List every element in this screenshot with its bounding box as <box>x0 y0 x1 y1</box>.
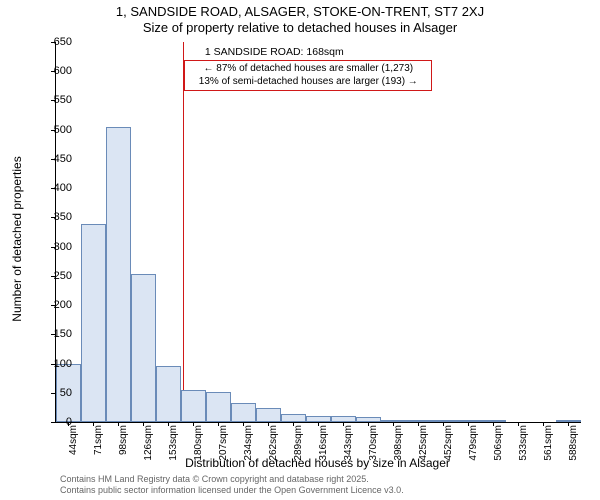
x-tick-label: 561sqm <box>543 425 554 475</box>
y-axis-label: Number of detached properties <box>10 139 24 339</box>
x-tick-label: 588sqm <box>568 425 579 475</box>
bar <box>106 127 131 422</box>
x-tick-label: 180sqm <box>193 425 204 475</box>
x-tick-label: 452sqm <box>443 425 454 475</box>
x-tick-mark <box>368 422 369 426</box>
x-tick-label: 506sqm <box>493 425 504 475</box>
bar <box>206 392 231 422</box>
credit-text: Contains HM Land Registry data © Crown c… <box>60 474 404 496</box>
x-tick-mark <box>118 422 119 426</box>
y-tick-mark <box>51 71 55 72</box>
y-tick-mark <box>51 422 55 423</box>
plot-area <box>55 42 581 423</box>
y-tick-mark <box>51 334 55 335</box>
x-tick-label: 479sqm <box>468 425 479 475</box>
x-tick-label: 44sqm <box>68 425 79 475</box>
x-tick-label: 425sqm <box>418 425 429 475</box>
x-tick-label: 398sqm <box>393 425 404 475</box>
chart-container: 1, SANDSIDE ROAD, ALSAGER, STOKE-ON-TREN… <box>0 0 600 500</box>
bar <box>456 420 481 422</box>
y-tick-mark <box>51 393 55 394</box>
annotation-title: 1 SANDSIDE ROAD: 168sqm <box>184 46 364 58</box>
y-tick-mark <box>51 217 55 218</box>
x-tick-mark <box>493 422 494 426</box>
title-main: 1, SANDSIDE ROAD, ALSAGER, STOKE-ON-TREN… <box>0 4 600 19</box>
y-tick-mark <box>51 42 55 43</box>
y-tick-mark <box>51 188 55 189</box>
x-tick-label: 207sqm <box>218 425 229 475</box>
y-axis-label-wrap: Number of detached properties <box>12 42 26 422</box>
credit-line-1: Contains HM Land Registry data © Crown c… <box>60 474 404 485</box>
title-sub: Size of property relative to detached ho… <box>0 20 600 35</box>
x-tick-label: 71sqm <box>93 425 104 475</box>
x-tick-mark <box>518 422 519 426</box>
annotation-box: ← 87% of detached houses are smaller (1,… <box>184 60 432 91</box>
bar <box>356 417 381 422</box>
x-tick-mark <box>243 422 244 426</box>
x-tick-label: 343sqm <box>343 425 354 475</box>
bar <box>331 416 356 422</box>
x-tick-label: 262sqm <box>268 425 279 475</box>
x-tick-mark <box>68 422 69 426</box>
x-tick-mark <box>393 422 394 426</box>
y-tick-mark <box>51 159 55 160</box>
annotation-line-1: ← 87% of detached houses are smaller (1,… <box>189 63 427 76</box>
x-tick-mark <box>418 422 419 426</box>
x-tick-mark <box>293 422 294 426</box>
bar <box>556 420 581 422</box>
y-tick-mark <box>51 100 55 101</box>
x-tick-mark <box>543 422 544 426</box>
y-tick-mark <box>51 364 55 365</box>
x-tick-label: 126sqm <box>143 425 154 475</box>
bar <box>481 420 506 422</box>
x-tick-label: 98sqm <box>118 425 129 475</box>
x-tick-label: 533sqm <box>518 425 529 475</box>
x-tick-mark <box>168 422 169 426</box>
x-tick-mark <box>443 422 444 426</box>
x-tick-mark <box>343 422 344 426</box>
bar <box>281 414 306 422</box>
y-tick-mark <box>51 130 55 131</box>
bar <box>431 420 456 422</box>
x-tick-mark <box>268 422 269 426</box>
bar <box>306 416 331 422</box>
x-tick-mark <box>143 422 144 426</box>
bar <box>81 224 106 422</box>
credit-line-2: Contains public sector information licen… <box>60 485 404 496</box>
bar <box>131 274 156 422</box>
x-tick-mark <box>218 422 219 426</box>
annotation-line-2: 13% of semi-detached houses are larger (… <box>189 76 427 89</box>
y-tick-mark <box>51 305 55 306</box>
x-tick-label: 153sqm <box>168 425 179 475</box>
reference-line <box>183 42 184 422</box>
bar <box>256 408 281 422</box>
x-tick-mark <box>468 422 469 426</box>
x-tick-mark <box>568 422 569 426</box>
bar <box>381 420 406 422</box>
x-tick-mark <box>193 422 194 426</box>
bar <box>406 420 431 422</box>
y-tick-mark <box>51 276 55 277</box>
x-tick-label: 370sqm <box>368 425 379 475</box>
x-tick-mark <box>93 422 94 426</box>
bar <box>156 366 181 422</box>
x-tick-label: 289sqm <box>293 425 304 475</box>
bar <box>231 403 256 422</box>
bar <box>181 390 206 422</box>
x-tick-label: 234sqm <box>243 425 254 475</box>
x-tick-label: 316sqm <box>318 425 329 475</box>
y-tick-mark <box>51 247 55 248</box>
x-tick-mark <box>318 422 319 426</box>
